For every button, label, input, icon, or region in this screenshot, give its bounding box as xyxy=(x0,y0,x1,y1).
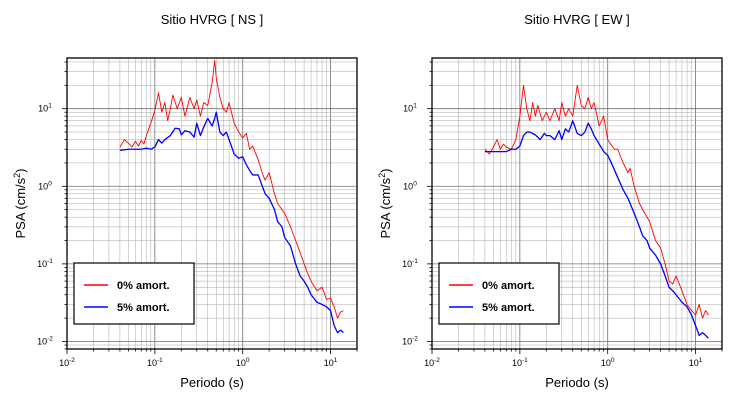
legend-label: 5% amort. xyxy=(482,302,535,314)
chart-title: Sitio HVRG [ NS ] xyxy=(161,12,264,27)
y-tick-label: 10-2 xyxy=(402,335,418,346)
x-tick-label: 100 xyxy=(236,357,250,368)
legend-box xyxy=(73,262,195,325)
tick-marks xyxy=(62,61,358,354)
y-tick-label: 101 xyxy=(403,103,417,114)
y-tick-label: 10-1 xyxy=(37,258,53,269)
series-line-undamped xyxy=(119,59,344,319)
chart-panel-1: 10-2 10-1 100 101 10-2 10-1 100 101 Sitio HVRG [… xyxy=(12,12,358,390)
series-line-undamped xyxy=(484,84,709,319)
x-tick-label: 10-2 xyxy=(59,357,75,368)
chart-title: Sitio HVRG [ EW ] xyxy=(524,12,629,27)
series-line-damped xyxy=(119,111,344,334)
x-tick-label: 10-1 xyxy=(512,357,528,368)
x-tick-label: 101 xyxy=(324,357,338,368)
x-axis-label: Periodo (s) xyxy=(180,375,244,390)
tick-marks xyxy=(427,61,723,354)
y-tick-label: 10-1 xyxy=(402,258,418,269)
y-tick-label: 101 xyxy=(38,103,52,114)
x-tick-label: 100 xyxy=(601,357,615,368)
x-tick-label: 10-1 xyxy=(147,357,163,368)
x-axis-label: Periodo (s) xyxy=(545,375,609,390)
x-tick-label: 10-2 xyxy=(424,357,440,368)
chart-panel-2: 10-2 10-1 100 101 10-2 10-1 100 101 Sitio HVRG [… xyxy=(377,12,723,390)
y-axis-label: PSA (cm/s2) xyxy=(377,168,393,238)
legend-box xyxy=(438,262,560,325)
x-tick-label: 101 xyxy=(689,357,703,368)
y-tick-label: 100 xyxy=(38,180,52,191)
legend-label: 5% amort. xyxy=(117,302,170,314)
legend-label: 0% amort. xyxy=(482,280,535,292)
y-tick-label: 100 xyxy=(403,180,417,191)
y-tick-label: 10-2 xyxy=(37,335,53,346)
y-axis-label: PSA (cm/s2) xyxy=(12,168,28,238)
series-line-damped xyxy=(484,120,709,339)
legend-label: 0% amort. xyxy=(117,280,170,292)
